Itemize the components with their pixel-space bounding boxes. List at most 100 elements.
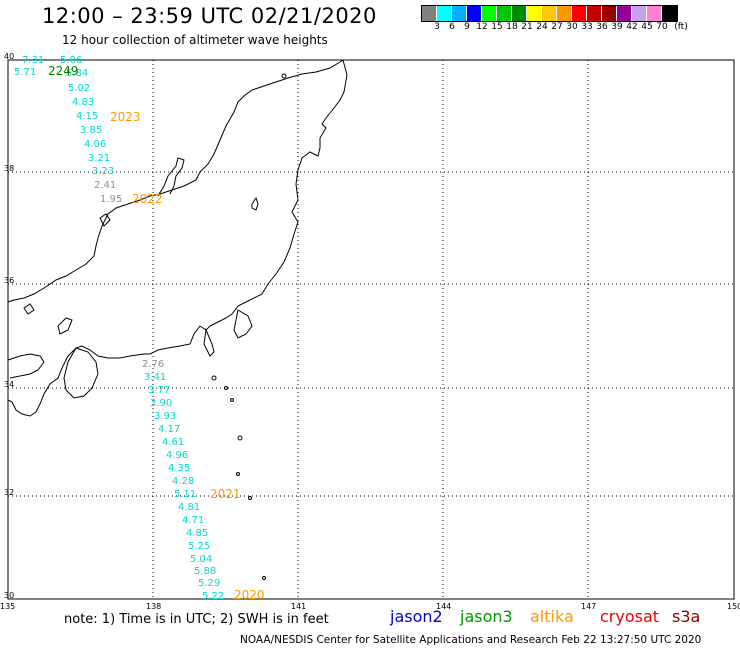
colorbar-label: 45 xyxy=(641,22,653,32)
wave-height-label: 5.02 xyxy=(68,83,91,94)
latitude-label: 34 xyxy=(4,380,15,389)
colorbar-swatch xyxy=(527,6,542,21)
wave-height-label: 5.71 xyxy=(14,67,37,78)
graticule xyxy=(8,60,734,599)
sado-strait-island xyxy=(99,213,111,227)
wave-height-colorbar xyxy=(421,5,678,22)
wave-height-label: 4.35 xyxy=(168,463,191,474)
colorbar-swatch xyxy=(482,6,497,21)
wave-height-label: 4.81 xyxy=(178,502,201,513)
map-subtitle: 12 hour collection of altimeter wave hei… xyxy=(62,33,328,47)
time-label: 2022 xyxy=(132,192,163,206)
time-label: 2020 xyxy=(234,588,265,602)
wave-height-label: 5.84 xyxy=(66,68,89,79)
awaji-island xyxy=(57,317,73,335)
wave-height-label: 4.17 xyxy=(158,424,181,435)
satellite-legend-item: jason3 xyxy=(460,607,513,626)
colorbar-label: 12 xyxy=(476,22,488,32)
wave-height-label: 3.85 xyxy=(80,125,103,136)
time-label: 2023 xyxy=(110,110,141,124)
colorbar-label: 24 xyxy=(536,22,548,32)
wave-height-label: 7.31 xyxy=(22,55,45,66)
wave-height-label: 4.61 xyxy=(162,437,185,448)
kii-peninsula xyxy=(63,347,99,399)
wave-height-label: 4.06 xyxy=(84,139,107,150)
colorbar-label: 30 xyxy=(566,22,578,32)
wave-height-label: 3.21 xyxy=(88,153,111,164)
colorbar-label: 42 xyxy=(626,22,638,32)
noto-peninsula xyxy=(157,157,185,197)
wave-height-label: 3.41 xyxy=(144,372,167,383)
colorbar-label: 36 xyxy=(596,22,608,32)
colorbar-label: (ft) xyxy=(674,22,688,32)
satellite-legend-item: jason2 xyxy=(390,607,443,626)
colorbar-swatch xyxy=(587,6,602,21)
longitude-label: 150 xyxy=(727,602,740,611)
wave-height-label: 1.95 xyxy=(100,194,123,205)
colorbar-swatch xyxy=(557,6,572,21)
honshu-coastline xyxy=(7,59,348,417)
satellite-legend-item: cryosat xyxy=(600,607,660,626)
wave-height-label: 3.23 xyxy=(92,166,115,177)
colorbar-label: 6 xyxy=(449,22,455,32)
colorbar-label: 21 xyxy=(521,22,533,32)
colorbar-swatch xyxy=(422,6,437,21)
wave-height-label: 3.90 xyxy=(150,398,173,409)
wave-height-label: 4.96 xyxy=(166,450,189,461)
credit-line: NOAA/NESDIS Center for Satellite Applica… xyxy=(240,634,702,646)
colorbar-swatch xyxy=(662,6,677,21)
colorbar-swatch xyxy=(632,6,647,21)
colorbar-swatch xyxy=(437,6,452,21)
colorbar-label: 3 xyxy=(434,22,440,32)
colorbar-swatch xyxy=(617,6,632,21)
wave-height-label: 5.25 xyxy=(188,541,211,552)
boso-peninsula xyxy=(233,309,253,339)
time-label: 2021 xyxy=(210,487,241,501)
colorbar-label: 18 xyxy=(506,22,518,32)
colorbar-swatch xyxy=(497,6,512,21)
shikoku-coastline xyxy=(7,353,45,379)
wave-height-label: 5.11 xyxy=(174,489,197,500)
colorbar-swatch xyxy=(512,6,527,21)
wave-height-label: 2.76 xyxy=(142,359,165,370)
wave-height-label: 5.88 xyxy=(194,566,217,577)
wave-height-label: 2.41 xyxy=(94,180,117,191)
map-frame xyxy=(7,59,735,600)
colorbar-label: 27 xyxy=(551,22,563,32)
colorbar-swatch xyxy=(452,6,467,21)
wave-height-label: 4.15 xyxy=(76,111,99,122)
wave-height-label: 4.28 xyxy=(172,476,195,487)
wave-height-label: 5.06 xyxy=(60,55,83,66)
colorbar-swatch xyxy=(572,6,587,21)
longitude-label: 144 xyxy=(436,602,452,611)
wave-height-label: 3.93 xyxy=(154,411,177,422)
latitude-label: 30 xyxy=(4,591,15,600)
wave-height-label: 4.83 xyxy=(72,97,95,108)
colorbar-label: 33 xyxy=(581,22,593,32)
wave-height-label: 5.22 xyxy=(202,591,225,602)
latitude-label: 38 xyxy=(4,164,15,173)
colorbar-swatch xyxy=(542,6,557,21)
wave-height-label: 3.77 xyxy=(148,385,171,396)
wave-height-label: 4.85 xyxy=(186,528,209,539)
colorbar-swatch xyxy=(467,6,482,21)
latitude-label: 32 xyxy=(4,488,15,497)
colorbar-label: 9 xyxy=(464,22,470,32)
colorbar-label: 15 xyxy=(491,22,503,32)
footer-note: note: 1) Time is in UTC; 2) SWH is in fe… xyxy=(64,612,329,627)
longitude-label: 138 xyxy=(146,602,162,611)
satellite-legend-item: altika xyxy=(530,607,574,626)
latitude-label: 40 xyxy=(4,52,15,61)
time-label: 2249 xyxy=(48,64,79,78)
colorbar-label: 39 xyxy=(611,22,623,32)
wave-height-label: 5.04 xyxy=(190,554,213,565)
colorbar-swatch xyxy=(647,6,662,21)
izu-islands xyxy=(211,73,287,580)
satellite-legend-item: s3a xyxy=(672,607,701,626)
longitude-label: 135 xyxy=(0,602,16,611)
sado-island xyxy=(251,196,259,211)
longitude-label: 141 xyxy=(291,602,307,611)
colorbar-swatch xyxy=(602,6,617,21)
wave-height-label: 5.29 xyxy=(198,578,221,589)
wave-height-label: 4.71 xyxy=(182,515,205,526)
